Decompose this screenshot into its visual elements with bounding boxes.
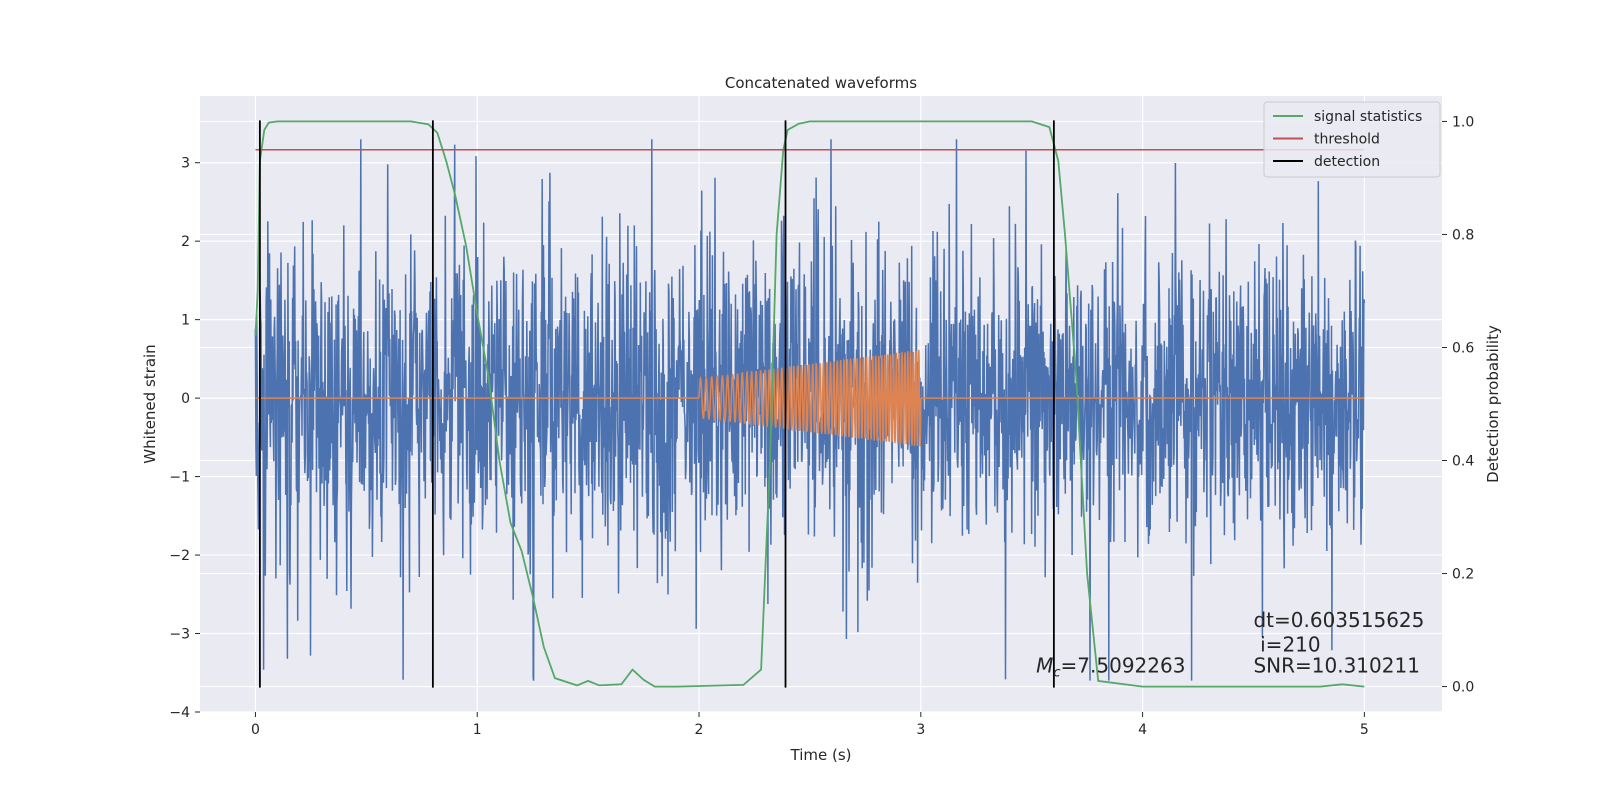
y-right-tick-label: 0.2 bbox=[1452, 567, 1474, 583]
series-signal-statistics bbox=[254, 120, 1365, 688]
chart-title: Concatenated waveforms bbox=[725, 74, 917, 92]
legend-label: threshold bbox=[1314, 132, 1380, 148]
y-right-tick-label: 0.8 bbox=[1452, 227, 1474, 243]
series-injected-waveform bbox=[255, 350, 1365, 447]
y-axis-right-label: Detection probability bbox=[1484, 325, 1502, 483]
legend-box bbox=[1263, 101, 1441, 178]
x-axis-label: Time (s) bbox=[790, 746, 852, 764]
x-tick-label: 2 bbox=[695, 722, 704, 738]
x-tick-label: 3 bbox=[916, 722, 925, 738]
series-layer bbox=[254, 120, 1366, 688]
y-left-tick-label: 1 bbox=[181, 313, 190, 329]
annotation-text: SNR=10.310211 bbox=[1253, 653, 1419, 677]
y-right-tick-label: 0.6 bbox=[1452, 340, 1474, 356]
annotation-value: =7.5092263 bbox=[1061, 653, 1186, 677]
y-left-tick-label: 2 bbox=[181, 234, 190, 250]
legend-label: signal statistics bbox=[1314, 109, 1422, 125]
series-whitened-strain bbox=[254, 139, 1366, 681]
x-axis-ticks: 0 1 2 3 4 5 bbox=[251, 712, 1369, 738]
y-left-tick-label: −1 bbox=[169, 470, 190, 486]
right-axis-ticks: 0.0 0.2 0.4 0.6 0.8 1.0 bbox=[1442, 114, 1474, 696]
y-right-tick-label: 0.4 bbox=[1452, 454, 1474, 470]
annotation-text: i=210 bbox=[1260, 633, 1321, 657]
annotation-text: Mc=7.5092263 bbox=[1036, 653, 1185, 680]
y-left-tick-label: −2 bbox=[169, 548, 190, 564]
y-left-tick-label: −3 bbox=[169, 627, 190, 643]
y-left-tick-label: 3 bbox=[181, 156, 190, 172]
annotation-text: dt=0.603515625 bbox=[1253, 608, 1424, 632]
x-tick-label: 5 bbox=[1360, 722, 1369, 738]
annotation-symbol: M bbox=[1036, 653, 1053, 677]
x-tick-label: 1 bbox=[473, 722, 482, 738]
y-left-tick-label: 0 bbox=[181, 391, 190, 407]
y-right-tick-label: 1.0 bbox=[1452, 114, 1474, 130]
legend-label: detection bbox=[1314, 154, 1380, 170]
legend: signal statistics threshold detection bbox=[1263, 101, 1441, 178]
x-tick-label: 4 bbox=[1138, 722, 1147, 738]
x-tick-label: 0 bbox=[251, 722, 260, 738]
y-axis-left-label: Whitened strain bbox=[141, 344, 159, 463]
y-right-tick-label: 0.0 bbox=[1452, 680, 1474, 696]
annotation-subscript: c bbox=[1053, 665, 1060, 680]
y-left-tick-label: −4 bbox=[169, 705, 190, 721]
detection-lines bbox=[258, 120, 1055, 688]
left-axis-ticks: −4 −3 −2 −1 0 1 2 3 bbox=[169, 156, 200, 721]
